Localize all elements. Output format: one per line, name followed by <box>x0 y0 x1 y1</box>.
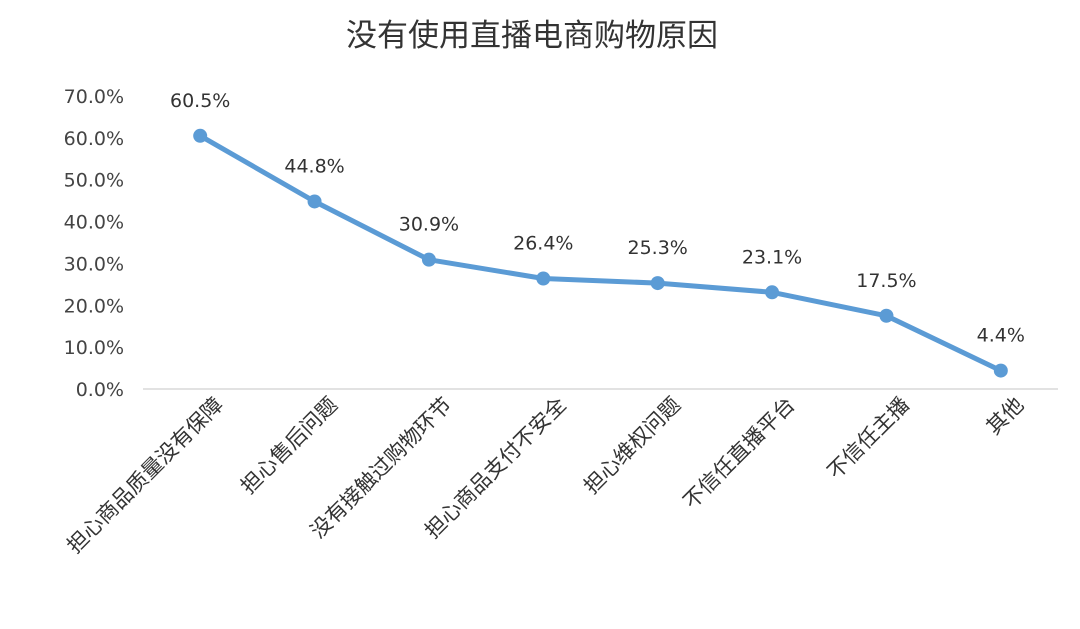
data-point <box>536 271 551 286</box>
data-label: 25.3% <box>628 237 688 259</box>
x-tick-label: 其他 <box>982 393 1029 440</box>
data-label: 4.4% <box>977 325 1025 347</box>
y-tick-label: 10.0% <box>64 337 124 359</box>
data-point <box>193 128 208 143</box>
y-tick-label: 50.0% <box>64 170 124 192</box>
data-label: 26.4% <box>513 232 573 254</box>
y-tick-label: 70.0% <box>64 86 124 108</box>
x-tick-label: 不信任直播平台 <box>679 393 800 514</box>
data-label: 17.5% <box>856 270 916 292</box>
x-tick-label: 担心维权问题 <box>579 393 685 499</box>
chart-title: 没有使用直播电商购物原因 <box>346 18 718 54</box>
data-point <box>650 276 665 291</box>
data-labels: 60.5% 44.8% 30.9% 26.4% 25.3% 23.1% 17.5% 4.4% <box>170 90 1025 347</box>
data-label: 23.1% <box>742 246 802 268</box>
data-label: 30.9% <box>399 214 459 236</box>
y-tick-label: 40.0% <box>64 212 124 234</box>
data-point <box>993 363 1008 378</box>
series-line <box>197 133 1004 374</box>
data-point <box>307 194 322 209</box>
data-point <box>421 252 436 267</box>
y-tick-label: 20.0% <box>64 295 124 317</box>
y-tick-label: 30.0% <box>64 253 124 275</box>
data-label: 60.5% <box>170 90 230 112</box>
y-axis: 0.0% 10.0% 20.0% 30.0% 40.0% 50.0% 60.0% 70.0% <box>64 86 124 401</box>
y-tick-label: 60.0% <box>64 128 124 150</box>
y-tick-label: 0.0% <box>76 379 124 401</box>
x-tick-label: 担心商品质量没有保障 <box>62 393 227 558</box>
x-tick-label: 不信任主播 <box>823 393 914 484</box>
data-point <box>879 308 894 323</box>
data-label: 44.8% <box>284 155 344 177</box>
x-tick-label: 担心售后问题 <box>236 393 342 499</box>
data-points <box>193 128 1008 378</box>
data-point <box>765 285 780 300</box>
